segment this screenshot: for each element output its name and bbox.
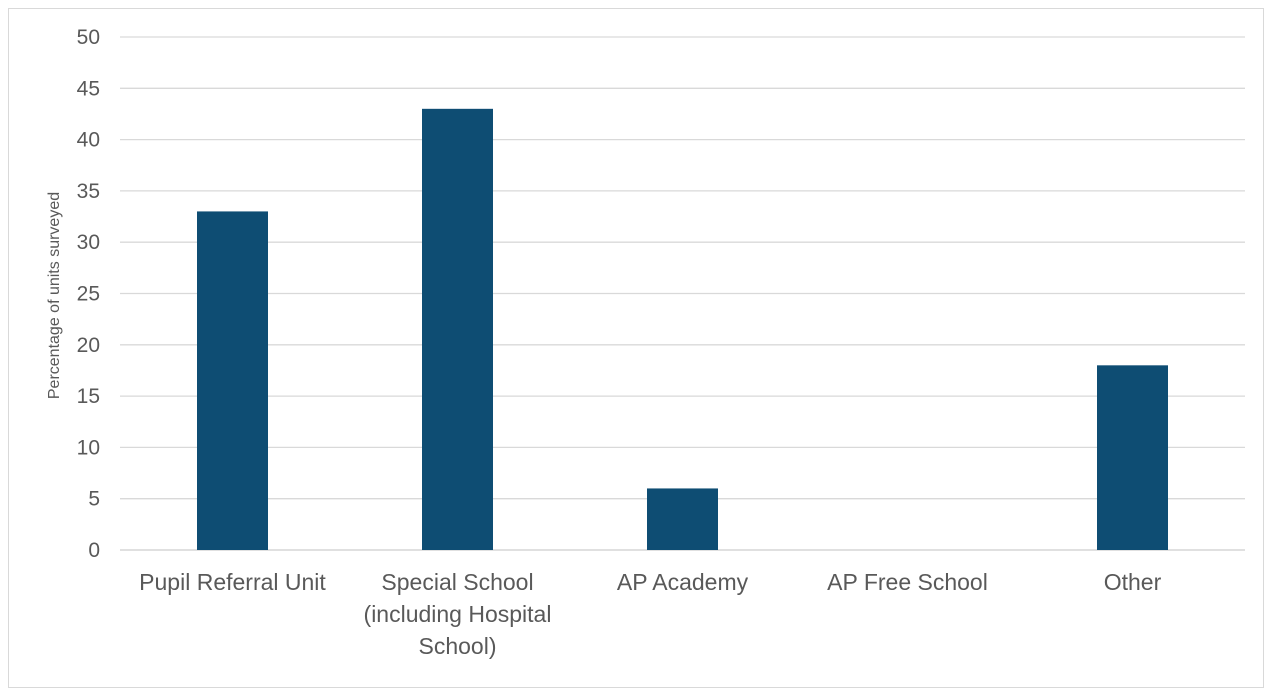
bar [422, 108, 493, 550]
bars [197, 108, 1168, 551]
x-category-label: Other [1104, 569, 1162, 595]
bar [1097, 365, 1168, 550]
bar [197, 211, 268, 551]
y-tick-label: 5 [88, 488, 100, 511]
y-tick-label: 0 [88, 539, 100, 562]
y-tick-label: 45 [77, 77, 100, 100]
x-category-label: Special School [381, 569, 533, 595]
x-category-label: AP Academy [617, 569, 749, 595]
bar [647, 488, 718, 550]
bar-chart: 0 5 10 15 20 25 30 35 40 45 50 Pupil Referral Unit… [46, 26, 1245, 659]
y-axis-title: Percentage of units surveyed [46, 192, 63, 399]
y-tick-labels: 0 5 10 15 20 25 30 35 40 45 50 [77, 26, 100, 562]
x-category-label: (including Hospital [364, 601, 552, 627]
y-tick-label: 10 [77, 436, 100, 459]
x-category-label: AP Free School [827, 569, 988, 595]
y-tick-label: 40 [77, 129, 100, 152]
y-tick-label: 20 [77, 334, 100, 357]
x-category-label: School) [419, 633, 497, 659]
y-tick-label: 15 [77, 385, 100, 408]
x-category-labels: Pupil Referral Unit Special School (includ… [139, 569, 1161, 659]
y-tick-label: 25 [77, 283, 100, 306]
gridlines [120, 36, 1245, 551]
y-tick-label: 30 [77, 231, 100, 254]
y-tick-label: 50 [77, 26, 100, 49]
y-tick-label: 35 [77, 180, 100, 203]
x-category-label: Pupil Referral Unit [139, 569, 326, 595]
